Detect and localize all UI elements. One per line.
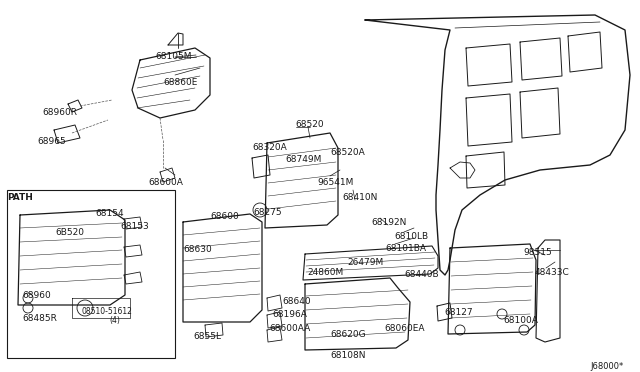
Text: 68440B: 68440B bbox=[404, 270, 438, 279]
Text: 68101BA: 68101BA bbox=[385, 244, 426, 253]
Text: 68108N: 68108N bbox=[330, 351, 365, 360]
Text: 68192N: 68192N bbox=[371, 218, 406, 227]
Text: 08510-51612: 08510-51612 bbox=[82, 307, 133, 316]
Text: 68275: 68275 bbox=[253, 208, 282, 217]
Text: J68000*: J68000* bbox=[590, 362, 623, 371]
Text: 68196A: 68196A bbox=[272, 310, 307, 319]
Text: 26479M: 26479M bbox=[347, 258, 383, 267]
Text: 68960: 68960 bbox=[22, 291, 51, 300]
Bar bbox=[7, 190, 175, 358]
Text: 68630: 68630 bbox=[183, 245, 212, 254]
Text: 6810LB: 6810LB bbox=[394, 232, 428, 241]
Text: 68860E: 68860E bbox=[163, 78, 197, 87]
Text: 68600: 68600 bbox=[210, 212, 239, 221]
Text: 98515: 98515 bbox=[523, 248, 552, 257]
Text: 68640: 68640 bbox=[282, 297, 310, 306]
Text: 68620G: 68620G bbox=[330, 330, 365, 339]
Text: 68127: 68127 bbox=[444, 308, 472, 317]
Text: 68749M: 68749M bbox=[285, 155, 321, 164]
Text: 68105M: 68105M bbox=[155, 52, 191, 61]
Text: 68520A: 68520A bbox=[330, 148, 365, 157]
Text: 68965: 68965 bbox=[37, 137, 66, 146]
Text: 68100A: 68100A bbox=[503, 316, 538, 325]
Text: 68060EA: 68060EA bbox=[384, 324, 424, 333]
Text: 68154: 68154 bbox=[95, 209, 124, 218]
Text: 6B520: 6B520 bbox=[55, 228, 84, 237]
Text: 6855L: 6855L bbox=[193, 332, 221, 341]
Text: 68960R: 68960R bbox=[42, 108, 77, 117]
Text: 68520: 68520 bbox=[295, 120, 324, 129]
Text: 48433C: 48433C bbox=[535, 268, 570, 277]
Text: 68600AA: 68600AA bbox=[269, 324, 310, 333]
Text: 68153: 68153 bbox=[120, 222, 148, 231]
Text: (4): (4) bbox=[109, 316, 120, 325]
Text: 24860M: 24860M bbox=[307, 268, 343, 277]
Text: PATH: PATH bbox=[7, 193, 33, 202]
Text: 68320A: 68320A bbox=[252, 143, 287, 152]
Text: 68600A: 68600A bbox=[148, 178, 183, 187]
Text: 68410N: 68410N bbox=[342, 193, 378, 202]
Text: 68485R: 68485R bbox=[22, 314, 57, 323]
Text: 96541M: 96541M bbox=[317, 178, 353, 187]
